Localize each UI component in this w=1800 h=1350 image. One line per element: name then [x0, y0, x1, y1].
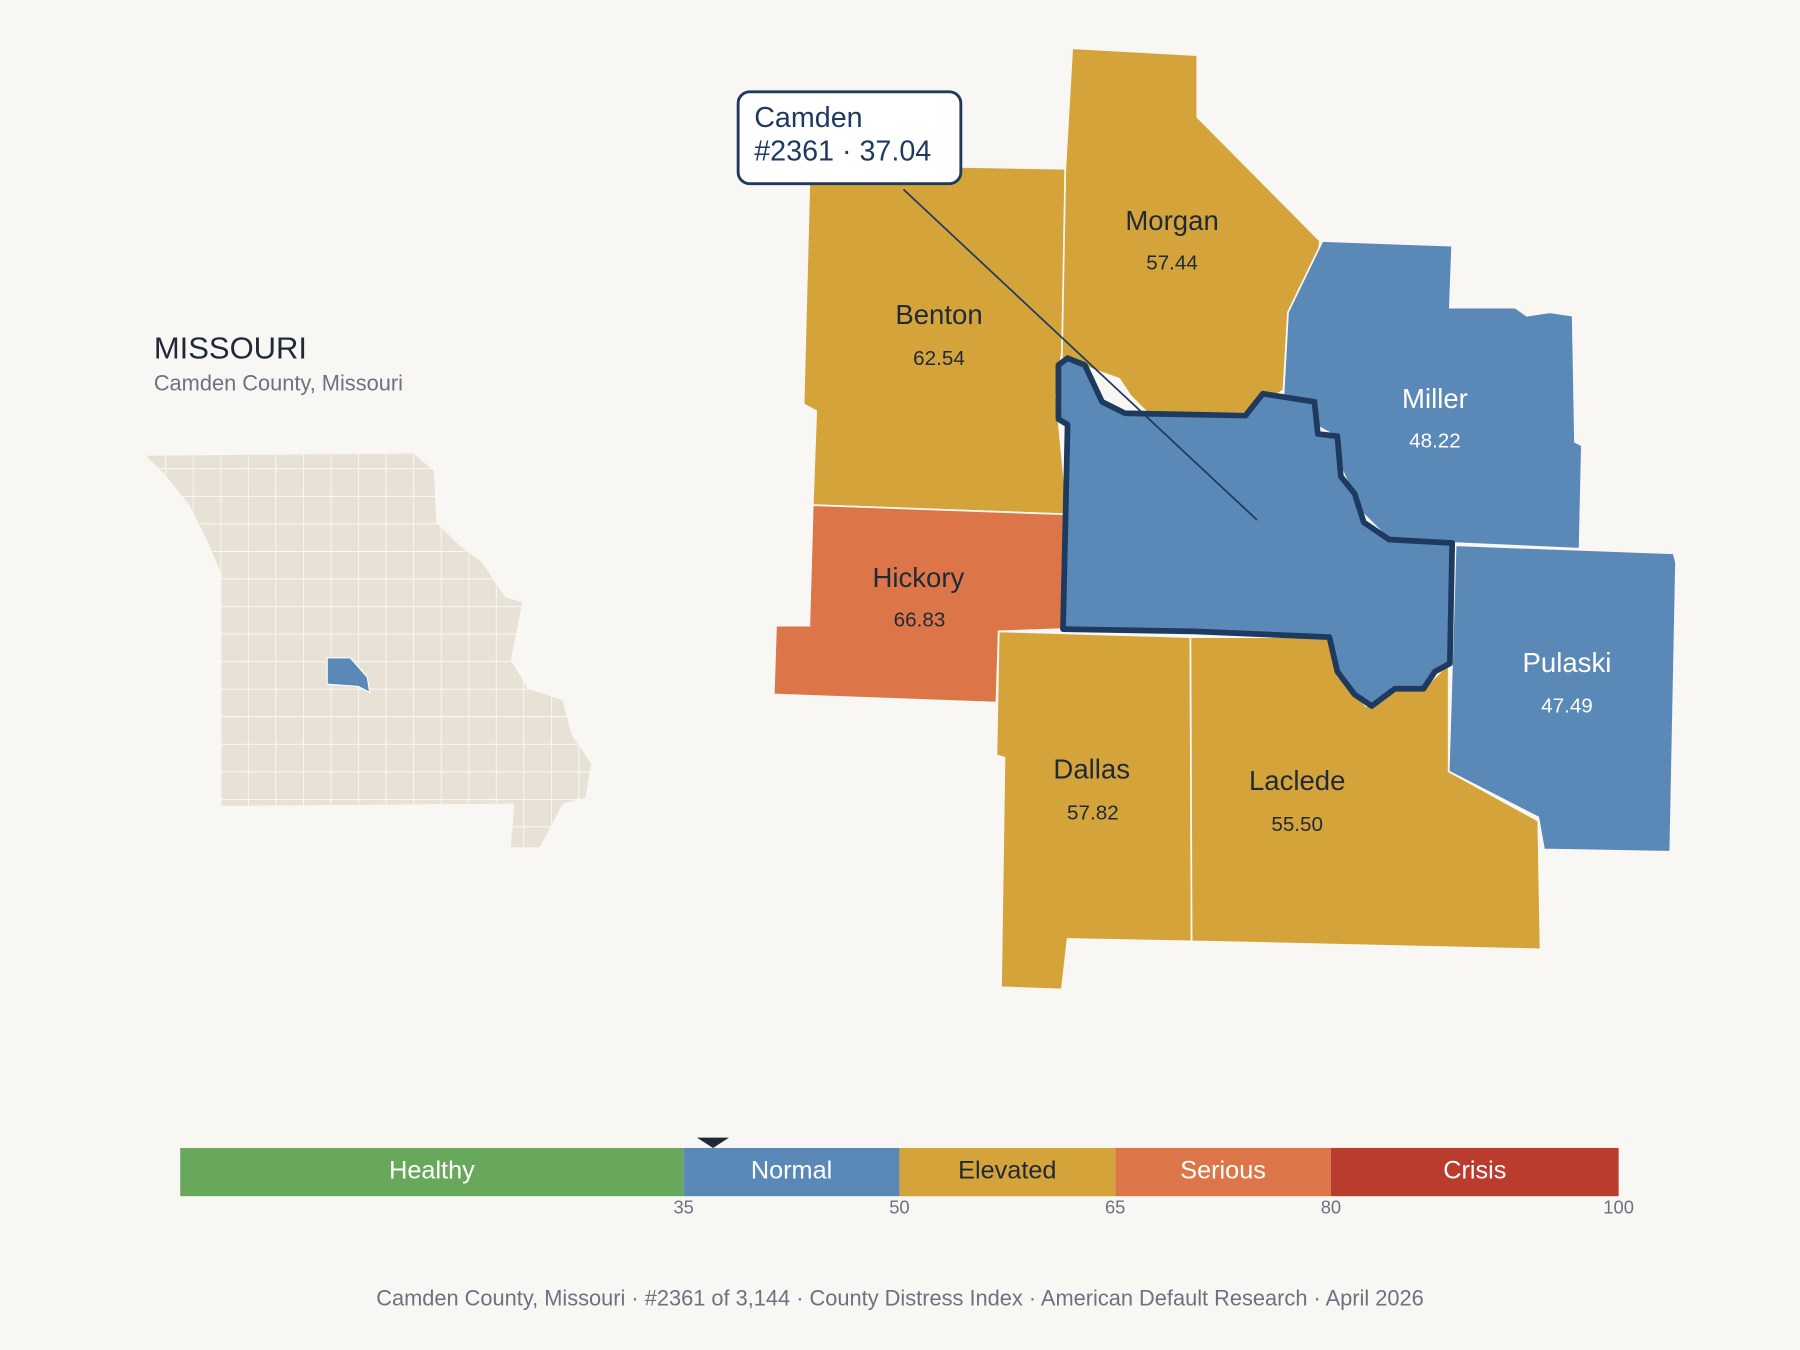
county-grid	[145, 453, 592, 848]
subtitle: Camden County, Missouri	[154, 370, 403, 395]
scale-band	[1330, 1147, 1619, 1197]
county-name: Laclede	[1249, 765, 1346, 796]
county-name: Hickory	[872, 562, 964, 593]
county-name: Pulaski	[1523, 647, 1612, 678]
county-name: Benton	[895, 299, 982, 330]
scale-tick-label: 35	[673, 1197, 693, 1218]
scale-legend: Healthy Normal Elevated Serious Crisis 35 50 65…	[180, 1137, 1634, 1218]
scale-band-label: Crisis	[1443, 1157, 1506, 1185]
inset-selected-county	[326, 657, 371, 694]
scale-band	[899, 1147, 1116, 1197]
county-map: Benton 62.54 Morgan 57.44 Miller 48.22 H…	[736, 47, 1677, 991]
county-value: 57.82	[1067, 801, 1119, 824]
callout-leader	[902, 188, 1258, 521]
callout-box	[736, 90, 963, 186]
county-name: Morgan	[1125, 205, 1218, 236]
county-shape	[802, 163, 1069, 516]
scale-band	[1115, 1147, 1331, 1197]
scale-band-label: Serious	[1180, 1157, 1266, 1185]
footer: Camden County, Missouri · #2361 of 3,144…	[376, 1285, 1424, 1310]
title: MISSOURI	[154, 330, 307, 365]
scale-band-label: Normal	[751, 1157, 832, 1185]
county-value: 57.44	[1146, 251, 1198, 274]
scale-tick-label: 65	[1105, 1197, 1125, 1218]
county-value: 62.54	[913, 347, 965, 370]
scale-tick-label: 50	[889, 1197, 909, 1218]
selected-county-shape	[1055, 355, 1456, 709]
callout-title: Camden	[754, 102, 862, 134]
scale-band	[180, 1147, 684, 1197]
county-value: 47.49	[1541, 695, 1593, 718]
scale-band-label: Elevated	[958, 1157, 1056, 1185]
county-name: Miller	[1402, 383, 1468, 414]
state-inset	[145, 453, 592, 848]
county-value: 48.22	[1409, 429, 1461, 452]
county-value: 55.50	[1271, 813, 1323, 836]
scale-band-label: Healthy	[389, 1157, 475, 1185]
scale-tick-label: 80	[1321, 1197, 1341, 1218]
scale-tick-label: 100	[1603, 1197, 1634, 1218]
county-name: Dallas	[1053, 754, 1130, 785]
selected-marker	[696, 1137, 730, 1148]
county-value: 66.83	[894, 608, 946, 631]
scale-band	[683, 1147, 900, 1197]
callout-text: #2361 · 37.04	[754, 135, 931, 167]
county-shape	[1447, 544, 1677, 853]
